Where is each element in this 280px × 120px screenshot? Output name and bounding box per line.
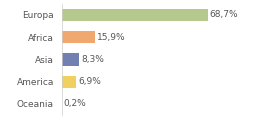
Text: 15,9%: 15,9%: [97, 33, 126, 42]
Text: 0,2%: 0,2%: [64, 99, 87, 108]
Bar: [62, 9, 208, 21]
Bar: [62, 53, 79, 66]
Bar: [62, 31, 95, 43]
Text: 68,7%: 68,7%: [209, 10, 238, 19]
Text: 6,9%: 6,9%: [78, 77, 101, 86]
Text: 8,3%: 8,3%: [81, 55, 104, 64]
Bar: [62, 76, 76, 88]
